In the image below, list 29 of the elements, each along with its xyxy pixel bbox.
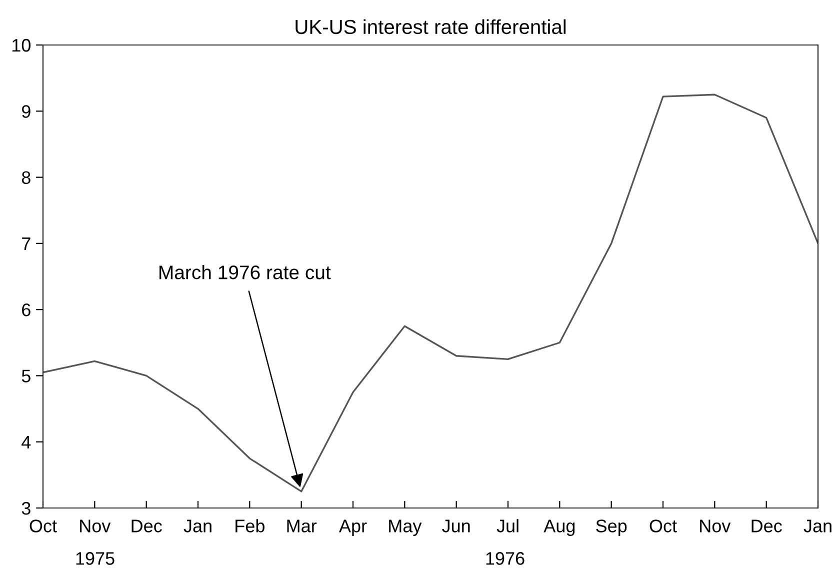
x-tick-label: Feb: [236, 519, 264, 532]
x-tick-label: Jun: [442, 520, 470, 532]
y-tick-label: 6: [22, 304, 30, 316]
chart-title: UK-US interest rate differential: [296, 19, 566, 34]
x-tick-label: Dec: [752, 520, 782, 532]
y-tick-label: 9: [22, 105, 30, 118]
x-tick-label: May: [389, 520, 422, 536]
text: 1975: [76, 552, 114, 565]
y-tick-label: 7: [22, 238, 30, 250]
y-tick-label: 3: [22, 502, 30, 515]
x-tick-label: Jan: [184, 520, 212, 532]
line-series: [43, 94, 818, 492]
x-tick-label: Nov: [80, 520, 111, 532]
x-tick-label: Apr: [338, 520, 367, 536]
y-tick-label: 4: [22, 436, 31, 448]
annotation: March 1976 rate cut: [160, 265, 331, 280]
x-tick-label: Sep: [596, 520, 627, 536]
x-tick-label: Mar: [287, 520, 317, 532]
x-tick-label: Aug: [544, 520, 575, 536]
y-tick-label: 8: [22, 171, 30, 184]
x-tick-label: Dec: [132, 520, 162, 532]
x-tick-label: Nov: [700, 520, 731, 532]
y-tick-label: 10: [12, 38, 30, 52]
x-tick-label: Oct: [30, 520, 57, 532]
y-tick-label: 5: [22, 370, 30, 382]
x-tick-label: Jan: [804, 520, 832, 532]
x-tick-label: Jul: [496, 519, 518, 532]
text: 1976: [486, 552, 524, 565]
x-tick-label: Oct: [650, 520, 677, 532]
